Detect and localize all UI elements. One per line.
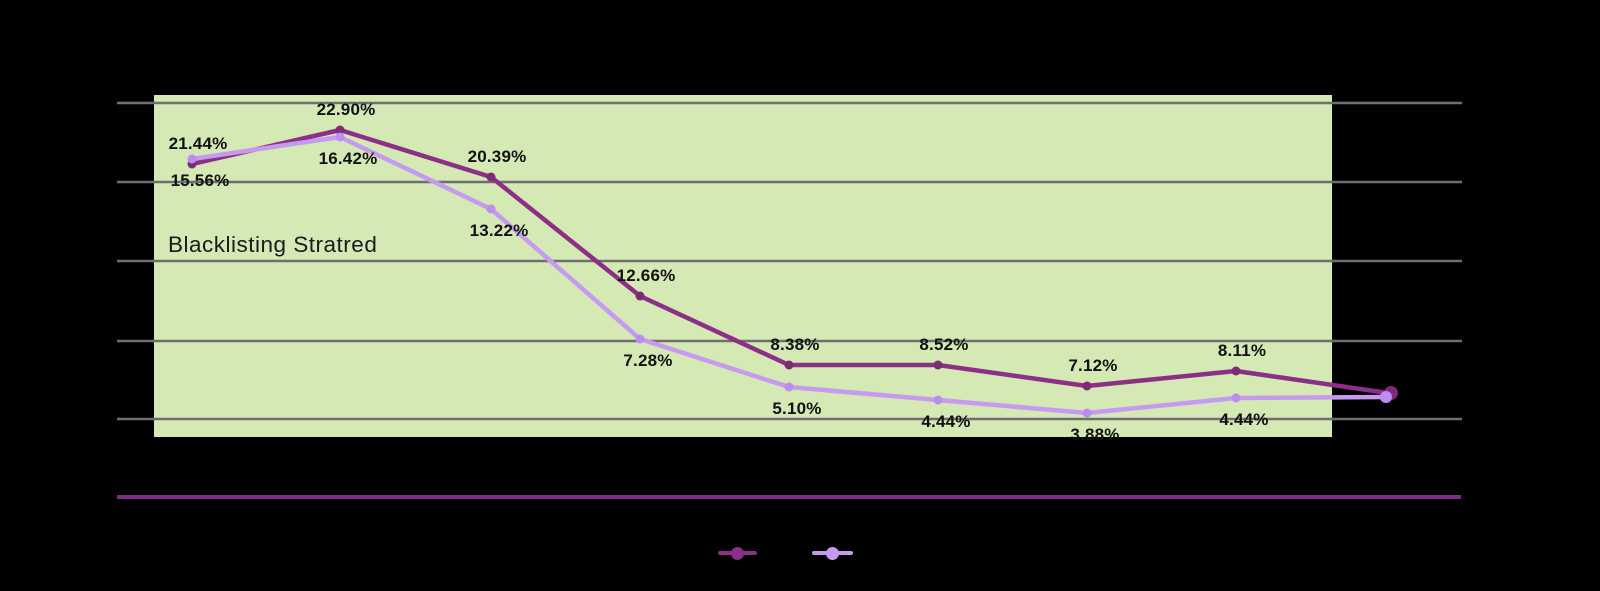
data-label: 13.22%	[469, 221, 529, 240]
data-label: 15.56%	[170, 171, 230, 190]
data-label: 3.88%	[1070, 425, 1120, 444]
data-label: 22.90%	[316, 100, 376, 119]
plot-area	[154, 95, 1332, 437]
data-label: 7.28%	[623, 351, 673, 370]
series-1-dark-purple-point	[635, 291, 645, 301]
series-2-light-purple-point	[187, 154, 197, 164]
data-label: 7.12%	[1068, 356, 1118, 375]
series-1-dark-purple-point	[335, 125, 345, 135]
series-1-dark-purple-point	[933, 360, 943, 370]
data-label: 16.42%	[318, 149, 378, 168]
divider-line	[117, 495, 1461, 499]
data-label: 21.44%	[168, 134, 228, 153]
series-1-dark-purple-point	[1082, 381, 1092, 391]
series-2-light-purple-point	[933, 395, 943, 405]
plot-annotation: Blacklisting Stratred	[168, 232, 378, 257]
series-2-light-purple-point	[486, 204, 496, 214]
data-label: 5.10%	[772, 399, 822, 418]
data-label: 20.39%	[467, 147, 527, 166]
series-2-light-purple-point	[1231, 393, 1241, 403]
series-1-dark-purple-point	[486, 172, 496, 182]
series-2-light-purple-point	[635, 334, 645, 344]
data-label: 8.11%	[1217, 341, 1267, 360]
series-2-light-purple-point	[784, 382, 794, 392]
series-markers	[187, 125, 1398, 418]
series-2-light-purple-point	[335, 132, 345, 142]
series-2-light-purple-point	[1380, 391, 1392, 403]
data-label: 8.38%	[770, 335, 820, 354]
series-2-light-purple-point	[1082, 408, 1092, 418]
data-label: 4.44%	[1219, 410, 1269, 429]
series-1-dark-purple-point	[784, 360, 794, 370]
data-label: 12.66%	[616, 266, 676, 285]
gridlines	[117, 101, 1462, 421]
data-label: 4.44%	[921, 412, 971, 431]
series-1-dark-purple-point	[1231, 366, 1241, 376]
data-label: 8.52%	[919, 335, 969, 354]
